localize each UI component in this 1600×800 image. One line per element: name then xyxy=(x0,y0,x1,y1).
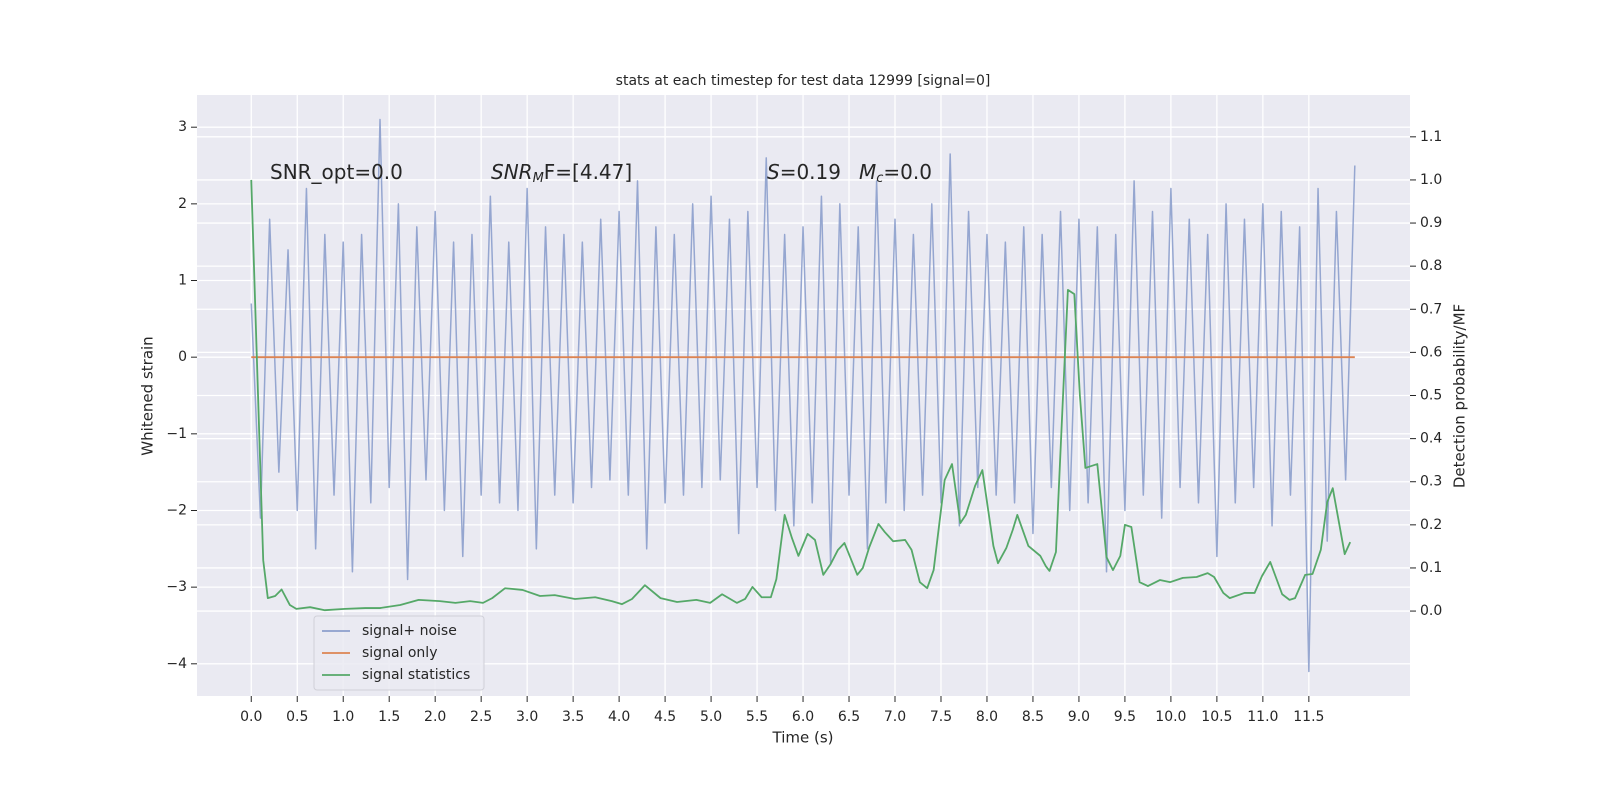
annotation-subscript: M xyxy=(533,171,544,186)
annotation: S=0.19 xyxy=(767,160,841,184)
y2-tick-label: 0.2 xyxy=(1420,517,1442,533)
x-tick-label: 6.0 xyxy=(792,709,814,725)
annotation-subscript: c xyxy=(876,171,883,186)
y-tick-label: 1 xyxy=(178,273,187,289)
legend-label: signal only xyxy=(362,645,437,661)
annotation: SNRMF=[4.47] xyxy=(491,160,632,186)
legend-label: signal+ noise xyxy=(362,623,457,639)
annotation: SNR_opt=0.0 xyxy=(270,160,403,184)
x-tick-label: 10.0 xyxy=(1155,709,1186,725)
annotation-text: S xyxy=(767,160,780,184)
x-tick-label: 7.0 xyxy=(884,709,906,725)
x-tick-label: 6.5 xyxy=(838,709,860,725)
y2-tick-label: 0.5 xyxy=(1420,388,1442,404)
y2-tick-label: 1.0 xyxy=(1420,172,1442,188)
x-tick-label: 3.5 xyxy=(562,709,584,725)
y2-tick-label: 0.4 xyxy=(1420,431,1442,447)
x-tick-label: 8.5 xyxy=(1022,709,1044,725)
x-tick-label: 11.5 xyxy=(1293,709,1324,725)
y2-tick-label: 0.1 xyxy=(1420,560,1442,576)
x-tick-label: 0.5 xyxy=(286,709,308,725)
y2-tick-label: 0.8 xyxy=(1420,258,1442,274)
x-tick-label: 9.5 xyxy=(1114,709,1136,725)
annotation-text: M xyxy=(859,160,876,184)
x-tick-label: 8.0 xyxy=(976,709,998,725)
marks xyxy=(250,118,1356,673)
annotation: Mc=0.0 xyxy=(859,160,932,186)
x-tick-label: 11.0 xyxy=(1247,709,1278,725)
y-tick-label: −2 xyxy=(166,502,187,518)
y-tick-label: −4 xyxy=(166,656,187,672)
series-line xyxy=(250,118,1356,673)
y-tick-label: 0 xyxy=(178,349,187,365)
y-tick-label: −1 xyxy=(166,426,187,442)
x-tick-label: 10.5 xyxy=(1201,709,1232,725)
y2-tick-label: 0.7 xyxy=(1420,301,1442,317)
annotation-text: =0.19 xyxy=(780,160,841,184)
x-tick-label: 4.0 xyxy=(608,709,630,725)
x-tick-label: 2.5 xyxy=(470,709,492,725)
legend-label: signal statistics xyxy=(362,667,470,683)
y2-tick-label: 0.0 xyxy=(1420,603,1442,619)
y-tick-label: −3 xyxy=(166,579,187,595)
y2-tick-label: 0.9 xyxy=(1420,215,1442,231)
x-tick-label: 9.0 xyxy=(1068,709,1090,725)
legend-box xyxy=(313,615,485,691)
annotation-text: F=[4.47] xyxy=(544,160,632,184)
x-tick-label: 4.5 xyxy=(654,709,676,725)
x-axis-label: Time (s) xyxy=(772,729,834,747)
y-axis-label: Whitened strain xyxy=(139,336,157,455)
y-tick-label: 3 xyxy=(178,119,187,135)
x-tick-label: 1.5 xyxy=(378,709,400,725)
annotation-text: SNR xyxy=(491,160,533,184)
y-tick-label: 2 xyxy=(178,196,187,212)
x-tick-label: 2.0 xyxy=(424,709,446,725)
legend: signal+ noise signal only signal statistic… xyxy=(313,615,485,691)
y2-tick-label: 1.1 xyxy=(1420,129,1442,145)
x-tick-label: 3.0 xyxy=(516,709,538,725)
series-line xyxy=(250,179,1352,612)
annotation-text: =0.0 xyxy=(883,160,932,184)
y2-tick-label: 0.3 xyxy=(1420,474,1442,490)
x-tick-label: 1.0 xyxy=(332,709,354,725)
y2-axis-label: Detection probability/MF xyxy=(1451,304,1469,488)
chart-title: stats at each timestep for test data 129… xyxy=(616,73,991,89)
grid xyxy=(197,95,1410,696)
x-tick-label: 0.0 xyxy=(240,709,262,725)
x-tick-label: 7.5 xyxy=(930,709,952,725)
x-tick-label: 5.5 xyxy=(746,709,768,725)
annotation-text: SNR_opt=0.0 xyxy=(270,160,403,184)
x-tick-label: 5.0 xyxy=(700,709,722,725)
y2-tick-label: 0.6 xyxy=(1420,344,1442,360)
